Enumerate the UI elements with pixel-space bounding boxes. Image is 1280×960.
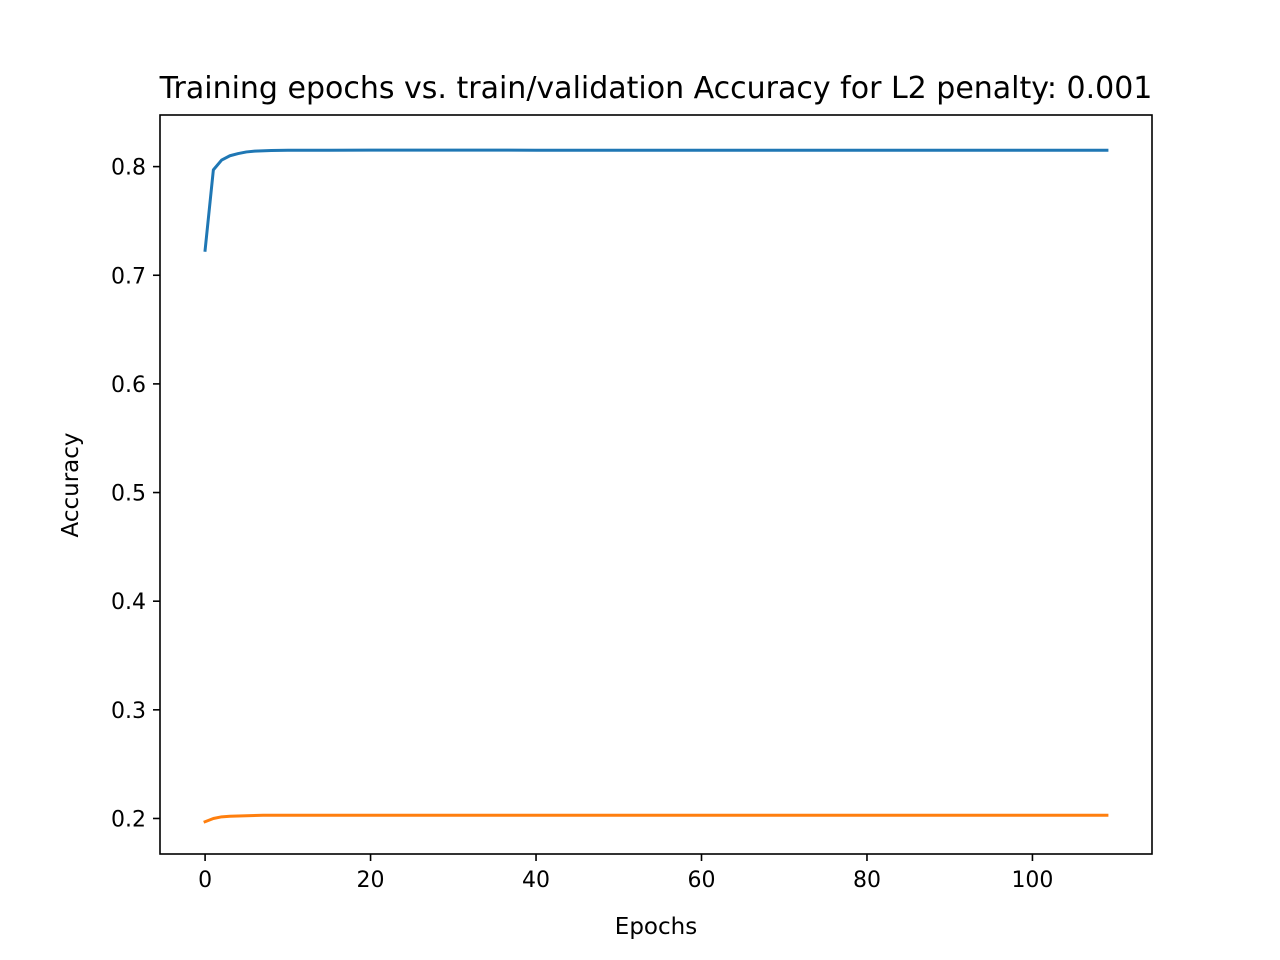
x-axis-label: Epochs bbox=[615, 914, 697, 940]
y-tick-label: 0.5 bbox=[111, 482, 146, 507]
x-axis-ticks: 0 20 40 60 80 100 bbox=[198, 854, 1053, 893]
y-axis-ticks: 0.2 0.3 0.4 0.5 0.6 0.7 0.8 bbox=[111, 156, 160, 832]
x-tick-label: 20 bbox=[357, 868, 385, 893]
x-tick-label: 80 bbox=[853, 868, 881, 893]
y-tick-label: 0.4 bbox=[111, 590, 146, 615]
series-line-0 bbox=[203, 148, 1109, 252]
y-tick-label: 0.2 bbox=[111, 807, 146, 832]
x-tick-label: 40 bbox=[522, 868, 550, 893]
x-tick-label: 0 bbox=[198, 868, 212, 893]
y-axis-label: Accuracy bbox=[58, 432, 84, 537]
y-tick-label: 0.7 bbox=[111, 264, 146, 289]
series-line-1 bbox=[203, 813, 1109, 824]
series-layer bbox=[203, 148, 1109, 824]
y-tick-label: 0.6 bbox=[111, 373, 146, 398]
x-tick-label: 100 bbox=[1011, 868, 1053, 893]
y-tick-label: 0.8 bbox=[111, 156, 146, 181]
plot-area-frame bbox=[159, 114, 1153, 855]
chart-title: Training epochs vs. train/validation Acc… bbox=[159, 71, 1153, 106]
x-tick-label: 60 bbox=[688, 868, 716, 893]
y-tick-label: 0.3 bbox=[111, 699, 146, 724]
